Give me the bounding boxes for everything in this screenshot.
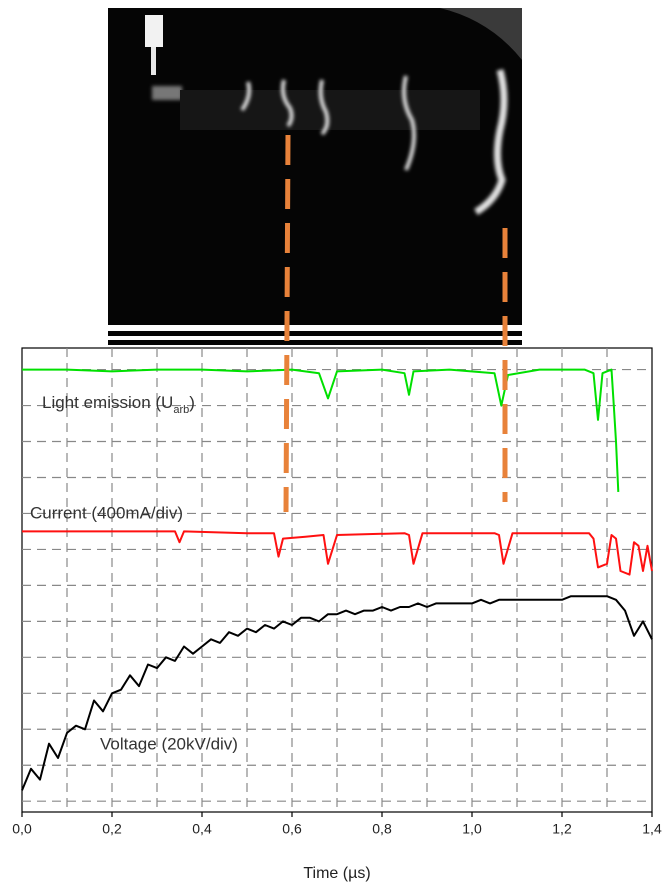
annotation-text: Light emission (U xyxy=(42,393,173,412)
x-tick-label: 0,4 xyxy=(192,821,212,837)
x-tick-label: 0,6 xyxy=(282,821,302,837)
x-tick-label: 0,8 xyxy=(372,821,392,837)
annotation: Voltage (20kV/div) xyxy=(100,734,238,753)
x-tick-label: 1,4 xyxy=(642,821,662,837)
streak-photo xyxy=(108,8,522,345)
x-tick-label: 0,0 xyxy=(12,821,32,837)
x-axis-label: Time (µs) xyxy=(303,865,370,882)
trace xyxy=(22,368,620,492)
x-tick-label: 1,0 xyxy=(462,821,482,837)
annotation-tail: ) xyxy=(189,393,195,412)
annotation: Light emission (Uarb) xyxy=(42,393,195,415)
guide-lines xyxy=(283,134,508,513)
x-tick-label: 1,2 xyxy=(552,821,572,837)
trace xyxy=(21,595,653,791)
x-tick-label: 0,2 xyxy=(102,821,122,837)
annotation-sub: arb xyxy=(173,404,189,416)
trace xyxy=(22,530,653,576)
annotation: Current (400mA/div) xyxy=(30,503,183,522)
